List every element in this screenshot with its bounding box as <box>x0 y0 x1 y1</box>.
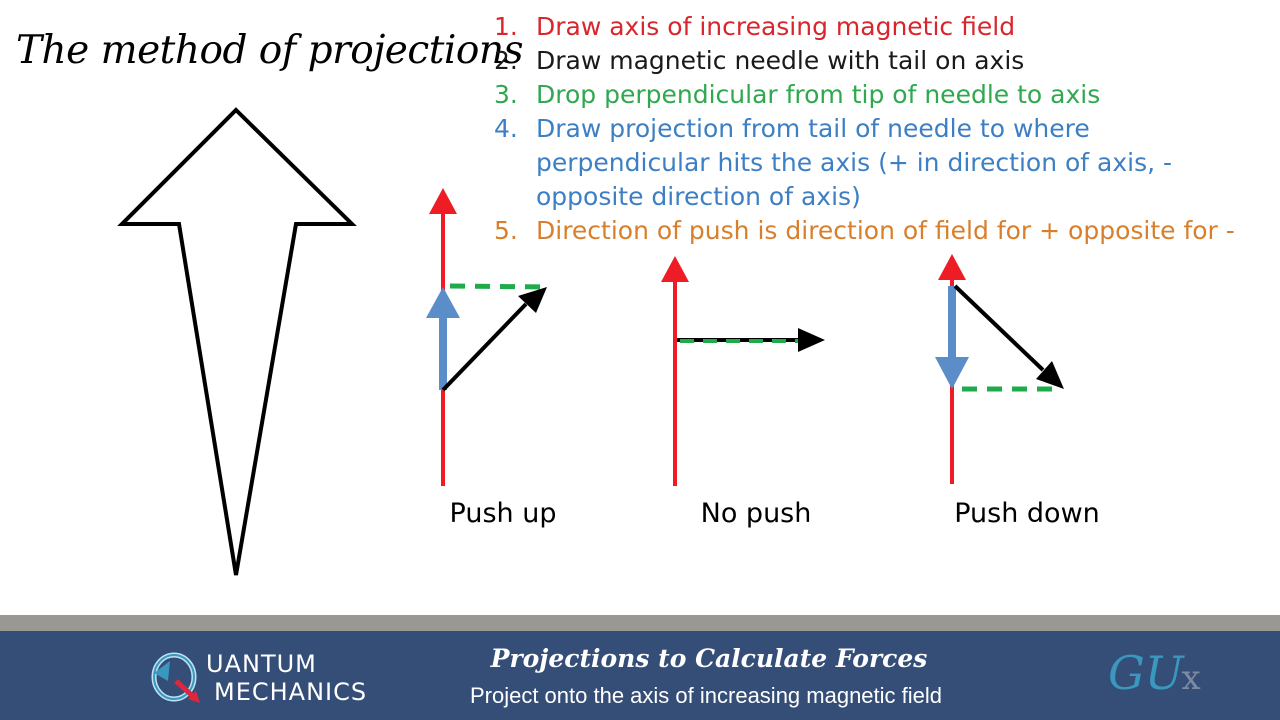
step-number: 5. <box>494 216 518 245</box>
caption-no-push: No push <box>700 498 812 529</box>
case-no-push <box>661 256 825 486</box>
big-needle-icon <box>117 107 357 576</box>
step-number: 3. <box>494 80 518 109</box>
step-1: 1. Draw axis of increasing magnetic field <box>494 10 1235 44</box>
gux-logo: GUx <box>1108 646 1201 700</box>
step-text: Draw magnetic needle with tail on axis <box>536 46 1025 75</box>
case-push-down <box>935 254 1064 484</box>
perpendicular-line <box>449 283 548 290</box>
step-4: 4. Draw projection from tail of needle to… <box>494 112 1235 214</box>
projection-arrowhead <box>426 287 460 318</box>
needle-arrowhead <box>798 328 825 352</box>
field-axis-arrowhead <box>938 254 966 280</box>
quantum-mechanics-logo-icon <box>151 652 200 703</box>
step-text-line2: perpendicular hits the axis (+ in direct… <box>536 148 1173 177</box>
needle <box>953 284 1045 372</box>
step-5: 5. Direction of push is direction of fiel… <box>494 214 1235 248</box>
logo-line2: MECHANICS <box>214 678 368 706</box>
field-axis-arrowhead <box>429 188 457 214</box>
step-3: 3. Drop perpendicular from tip of needle … <box>494 78 1235 112</box>
step-number: 4. <box>494 114 518 143</box>
gux-logo-main: GU <box>1108 646 1184 700</box>
step-text: Draw projection from tail of needle to w… <box>536 114 1090 143</box>
needle <box>441 302 528 392</box>
footer-title: Projections to Calculate Forces <box>490 644 928 673</box>
step-number: 2. <box>494 46 518 75</box>
footer-divider <box>0 615 1280 631</box>
step-2: 2. Draw magnetic needle with tail on axis <box>494 44 1235 78</box>
step-text: Direction of push is direction of field … <box>536 216 1235 245</box>
step-number: 1. <box>494 12 518 41</box>
footer-subtitle: Project onto the axis of increasing magn… <box>469 683 943 708</box>
logo-line1: UANTUM <box>206 650 317 678</box>
case-push-up <box>426 188 548 486</box>
step-text: Draw axis of increasing magnetic field <box>536 12 1016 41</box>
needle-arrowhead <box>1036 361 1064 389</box>
step-text-line3: opposite direction of axis) <box>536 182 861 211</box>
caption-push-up: Push up <box>449 498 557 529</box>
quantum-mechanics-wordmark: UANTUM MECHANICS <box>206 650 367 706</box>
field-axis-arrowhead <box>661 256 689 282</box>
steps-list: 1. Draw axis of increasing magnetic field… <box>494 10 1235 248</box>
footer-bar <box>0 631 1280 720</box>
projection-arrowhead <box>935 357 969 389</box>
caption-push-down: Push down <box>954 498 1100 529</box>
step-text: Drop perpendicular from tip of needle to… <box>536 80 1101 109</box>
gux-logo-x: x <box>1181 658 1201 698</box>
projection-diagram <box>117 107 1064 576</box>
needle-arrowhead <box>518 287 547 313</box>
slide-title: The method of projections <box>16 28 523 73</box>
